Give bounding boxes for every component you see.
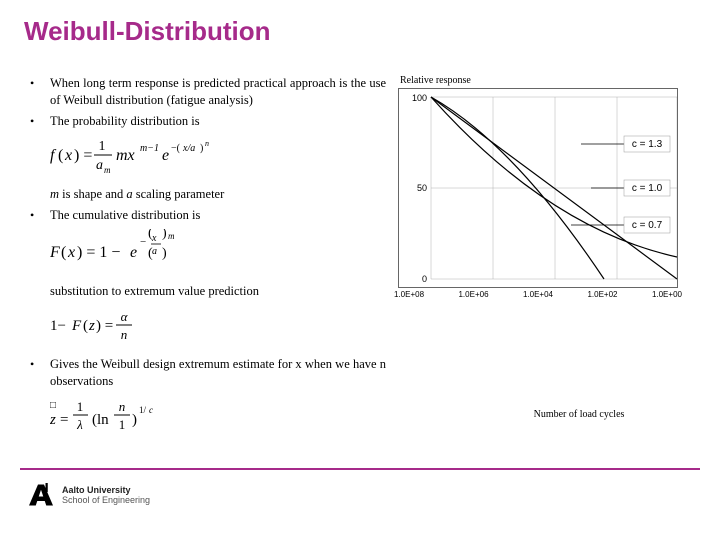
- left-column: When long term response is predicted pra…: [24, 75, 394, 446]
- svg-text:m−1: m−1: [140, 143, 159, 154]
- bullet-2: The probability distribution is: [24, 113, 386, 130]
- xtick: 1.0E+06: [458, 290, 488, 299]
- bullet-3: The cumulative distribution is: [24, 207, 386, 224]
- aalto-logo-icon: [26, 480, 56, 510]
- svg-text:n: n: [121, 327, 128, 342]
- footer-rule: [20, 468, 700, 470]
- svg-text:mx: mx: [116, 147, 135, 164]
- slide-title: Weibull-Distribution: [0, 0, 720, 47]
- svg-text:(: (: [58, 147, 63, 164]
- logo-line1: Aalto University: [62, 485, 150, 495]
- svg-text:): ): [162, 229, 167, 241]
- svg-text:f: f: [50, 147, 57, 164]
- xtick: 1.0E+08: [394, 290, 424, 299]
- svg-text:a: a: [96, 158, 103, 173]
- formula-substitution: 1− F ( z ) = α n: [50, 306, 386, 346]
- chart-caption-top: Relative response: [394, 75, 704, 86]
- svg-text:n: n: [205, 139, 209, 148]
- svg-text:): ): [200, 143, 203, 154]
- svg-text:x: x: [151, 233, 157, 244]
- svg-text:x: x: [64, 147, 72, 164]
- xtick: 1.0E+04: [523, 290, 553, 299]
- footer-logo: Aalto University School of Engineering: [26, 480, 150, 510]
- chart-caption-bottom: Number of load cycles: [454, 409, 704, 420]
- x-axis-labels: 1.0E+08 1.0E+06 1.0E+04 1.0E+02 1.0E+00: [394, 290, 682, 299]
- logo-text: Aalto University School of Engineering: [62, 485, 150, 506]
- bullet-list-2: The cumulative distribution is: [24, 207, 386, 224]
- svg-text:1−: 1−: [50, 318, 66, 334]
- svg-text:F: F: [50, 244, 60, 261]
- xtick: 1.0E+02: [587, 290, 617, 299]
- svg-text:1: 1: [119, 417, 126, 432]
- svg-text:□: □: [50, 400, 56, 411]
- svg-text:) = 1 −: ) = 1 −: [77, 244, 120, 261]
- svg-text:1/: 1/: [139, 405, 147, 415]
- weibull-chart: c = 1.3 c = 1.0 c = 0.7 100 50 0: [398, 88, 678, 288]
- svg-text:) =: ) =: [96, 318, 113, 334]
- svg-text:0: 0: [422, 274, 427, 284]
- bullet-4: Gives the Weibull design extremum estima…: [24, 356, 386, 390]
- svg-text:): ): [132, 412, 137, 428]
- note-shape-param: m is shape and a scaling parameter: [50, 186, 386, 203]
- svg-text:=: =: [60, 412, 68, 428]
- bullet-1: When long term response is predicted pra…: [24, 75, 386, 109]
- svg-text:−(: −(: [171, 143, 181, 154]
- svg-text:) =: ) =: [74, 147, 92, 164]
- svg-text:c = 1.3: c = 1.3: [632, 139, 663, 150]
- svg-text:n: n: [119, 399, 126, 414]
- svg-text:e: e: [162, 147, 169, 164]
- svg-text:α: α: [121, 309, 129, 324]
- svg-text:z: z: [50, 412, 56, 428]
- formula-cdf: F ( x ) = 1 − e − ( ( x a ) ) m: [50, 229, 386, 273]
- svg-text:F: F: [71, 318, 82, 334]
- svg-text:100: 100: [412, 93, 427, 103]
- right-column: Relative response: [394, 75, 704, 446]
- svg-text:−: −: [140, 236, 146, 248]
- svg-text:z: z: [88, 318, 95, 334]
- svg-text:(: (: [83, 318, 88, 334]
- chart-svg: c = 1.3 c = 1.0 c = 0.7 100 50 0: [399, 89, 677, 287]
- formula-pdf: f ( x ) = 1 a m mx m−1 e −( x/a ) n: [50, 136, 386, 176]
- svg-text:x: x: [67, 244, 75, 261]
- svg-text:m: m: [168, 231, 175, 241]
- svg-text:c = 0.7: c = 0.7: [632, 220, 663, 231]
- svg-text:c: c: [149, 405, 153, 415]
- svg-text:(ln: (ln: [92, 412, 109, 428]
- note-substitution: substitution to extremum value predictio…: [50, 283, 386, 300]
- svg-text:): ): [162, 246, 167, 261]
- formula-estimate: □ z = 1 λ (ln n 1 ) 1/ c: [50, 396, 386, 436]
- svg-text:1: 1: [99, 139, 106, 154]
- xtick: 1.0E+00: [652, 290, 682, 299]
- svg-text:c = 1.0: c = 1.0: [632, 183, 663, 194]
- bullet-list: When long term response is predicted pra…: [24, 75, 386, 130]
- svg-text:e: e: [130, 244, 137, 261]
- svg-text:a: a: [152, 246, 157, 257]
- logo-line2: School of Engineering: [62, 495, 150, 505]
- svg-text:x/a: x/a: [182, 143, 195, 154]
- svg-text:1: 1: [77, 399, 84, 414]
- svg-text:λ: λ: [76, 417, 83, 432]
- svg-text:50: 50: [417, 183, 427, 193]
- svg-text:(: (: [61, 244, 66, 261]
- content-area: When long term response is predicted pra…: [0, 47, 720, 446]
- bullet-list-3: Gives the Weibull design extremum estima…: [24, 356, 386, 390]
- svg-text:m: m: [104, 165, 111, 175]
